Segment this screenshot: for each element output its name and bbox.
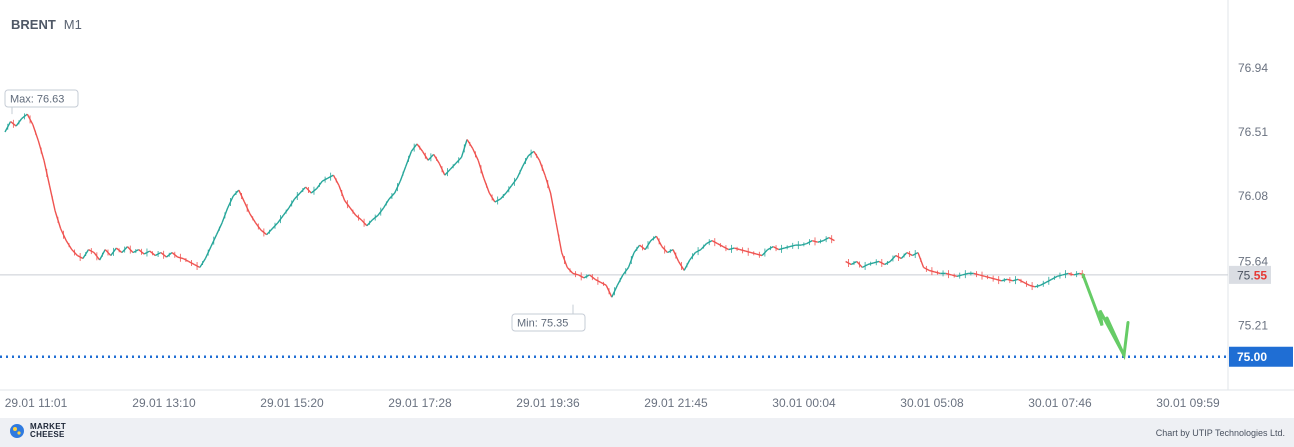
x-tick-label: 30.01 05:08 xyxy=(900,396,964,410)
x-tick-label: 29.01 13:10 xyxy=(132,396,196,410)
min-label-box xyxy=(511,313,586,332)
x-tick-label: 30.01 07:46 xyxy=(1028,396,1092,410)
symbol-label: BRENT xyxy=(11,17,56,32)
target-price-bg xyxy=(1229,346,1293,367)
max-label-box xyxy=(4,89,79,108)
price-series xyxy=(4,113,1086,298)
x-tick-label: 30.01 00:04 xyxy=(772,396,836,410)
y-axis: 76.94 76.51 76.08 75.64 75.21 75.55 75.00 xyxy=(1229,61,1293,367)
forecast-arrow-head xyxy=(1105,316,1126,357)
cheese-icon xyxy=(10,424,24,438)
x-tick-label: 29.01 19:36 xyxy=(516,396,580,410)
min-label: Min: 75.35 xyxy=(511,304,586,332)
brand-line-2: CHEESE xyxy=(30,430,65,439)
target-price-tag: 75.00 xyxy=(1229,346,1293,367)
current-price-tag: 75.55 xyxy=(1229,265,1271,284)
max-label-text: Max: 76.63 xyxy=(10,94,64,106)
chart-grid xyxy=(0,0,1294,391)
credit-text: Chart by UTIP Technologies Ltd. xyxy=(1155,428,1285,438)
min-label-text: Min: 75.35 xyxy=(517,318,568,330)
x-tick-label: 29.01 15:20 xyxy=(260,396,324,410)
max-label: Max: 76.63 xyxy=(4,89,79,115)
y-tick-label: 76.51 xyxy=(1238,125,1268,139)
chart-header: BRENT M1 xyxy=(11,17,82,32)
x-axis: 29.01 11:01 29.01 13:10 29.01 15:20 29.01 1… xyxy=(5,396,1220,410)
y-tick-label: 75.21 xyxy=(1238,318,1268,332)
x-tick-label: 30.01 09:59 xyxy=(1156,396,1220,410)
y-tick-label: 76.08 xyxy=(1238,189,1268,203)
price-chart[interactable]: Max: 76.63 Min: 75.35 76.94 76.51 76.08 75.6… xyxy=(0,0,1294,418)
current-price-label: 75.55 xyxy=(1237,268,1267,282)
brand-line-1: MARKET xyxy=(30,422,67,431)
x-tick-label: 29.01 17:28 xyxy=(388,396,452,410)
x-tick-label: 29.01 11:01 xyxy=(5,396,68,410)
x-tick-label: 29.01 21:45 xyxy=(644,396,708,410)
timeframe-label: M1 xyxy=(63,17,82,32)
footer-bar: MARKET CHEESE Chart by UTIP Technologies… xyxy=(0,418,1294,447)
brand-logo[interactable]: MARKET CHEESE xyxy=(8,423,66,439)
y-tick-label: 75.64 xyxy=(1238,254,1268,268)
forecast-arrow-icon xyxy=(1081,273,1130,361)
current-price-bg xyxy=(1229,265,1271,284)
target-price-label: 75.00 xyxy=(1237,350,1267,364)
y-tick-label: 76.94 xyxy=(1238,61,1268,75)
chart-overlays: Max: 76.63 Min: 75.35 xyxy=(0,89,1228,361)
